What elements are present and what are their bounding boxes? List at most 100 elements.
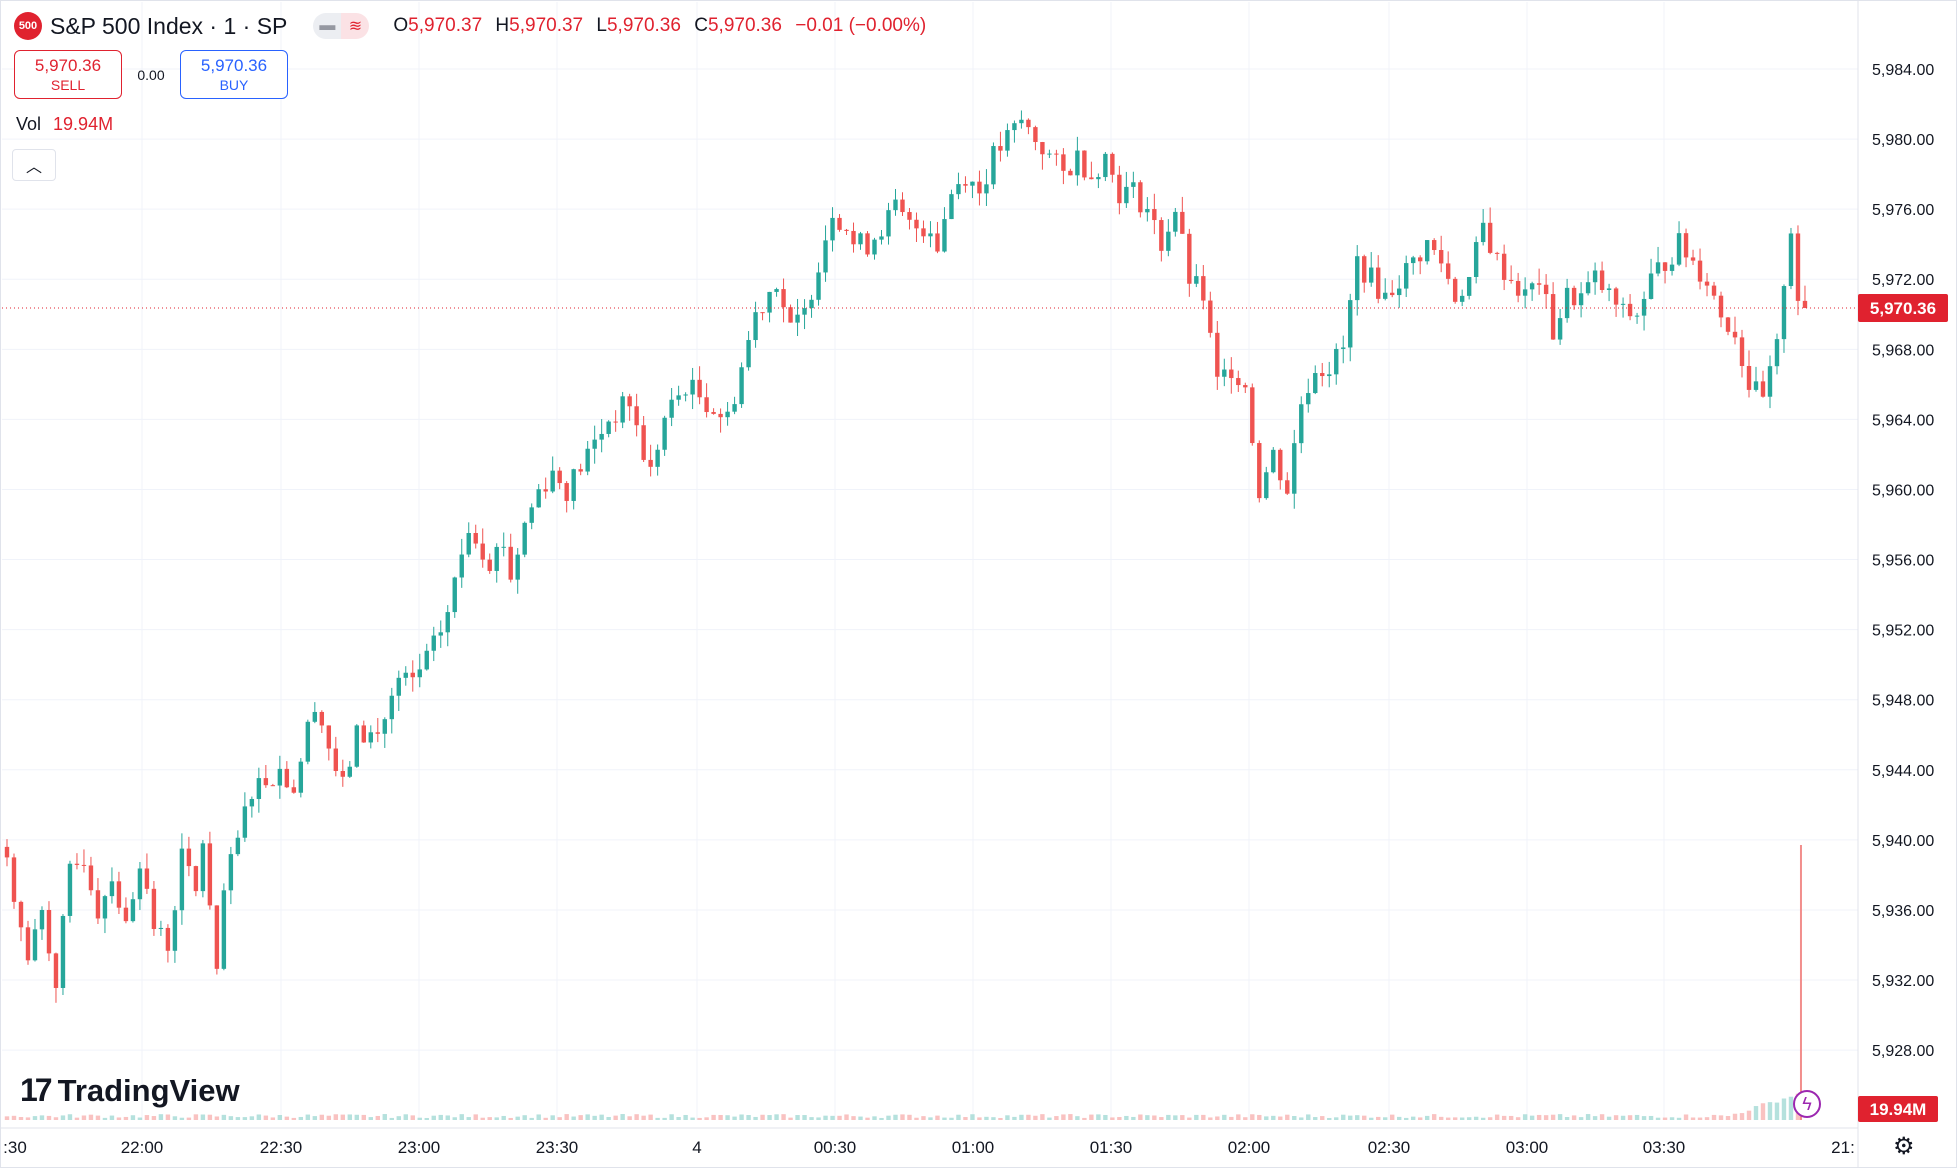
candle-body [319,711,325,726]
candle-body [18,901,24,928]
volume-bar [305,1114,311,1120]
spread-value: 0.00 [137,66,165,83]
volume-bar [1550,1114,1556,1120]
candle-body [1494,252,1500,254]
volume-bar [242,1117,248,1120]
candle-body [305,721,311,762]
volume-bar [144,1115,150,1120]
volume-bar [1110,1117,1115,1120]
volume-bar [970,1114,975,1120]
volume-bar [1089,1114,1094,1120]
candle-body [1369,267,1374,283]
collapse-button[interactable]: ︿ [12,149,56,181]
candle-body [1355,256,1360,301]
candle-body [802,308,807,315]
candle-body [1522,289,1528,296]
volume-bar [732,1116,737,1120]
volume-bar [921,1116,926,1120]
volume-bar [739,1114,744,1120]
volume-bar [1334,1117,1339,1120]
volume-bar [1760,1103,1766,1120]
x-tick-label: 03:30 [1643,1138,1686,1157]
volume-bar [361,1114,366,1120]
volume-bar [606,1116,611,1120]
volume-bar [1515,1117,1521,1120]
y-tick-label: 5,968.00 [1872,342,1934,359]
candle-body [1236,378,1241,386]
y-tick-label: 5,932.00 [1872,973,1934,990]
candle-body [25,927,31,961]
candle-body [536,489,541,508]
volume-bar [1508,1115,1514,1120]
candle-body [417,669,422,678]
chevron-up-icon: ︿ [25,159,42,176]
volume-bar [1243,1117,1248,1120]
candle-body [1802,300,1808,308]
volume-bar [697,1117,702,1120]
candle-body [501,546,506,548]
candle-body [1690,257,1696,261]
volume-bar [767,1115,772,1120]
tradingview-logo[interactable]: 17 TradingView [20,1072,240,1109]
candle-body [1334,348,1339,375]
volume-bar [1271,1115,1276,1120]
volume-bar [1005,1115,1010,1120]
x-tick-label: 00:30 [814,1138,857,1157]
volume-bar [172,1116,178,1120]
volume-bar [1264,1116,1269,1120]
volume-bar [585,1114,590,1120]
candle-body [1592,270,1598,283]
volume-bar [1627,1115,1633,1120]
candle-body [466,533,471,555]
candle-body [1627,303,1633,317]
candle-body [1110,153,1115,175]
sell-label: SELL [50,77,86,93]
lightning-icon[interactable]: ϟ [1793,1090,1821,1118]
symbol-badge[interactable]: 500 [14,12,42,40]
candle-body [179,848,185,911]
candle-body [1536,283,1542,285]
candle-body [4,846,10,858]
candle-body [1641,298,1647,316]
candle-body [312,711,318,722]
volume-bar [333,1114,339,1120]
volume-bar [1697,1117,1703,1120]
buy-button[interactable]: 5,970.36 BUY [180,50,288,99]
volume-bar [1397,1116,1402,1120]
y-tick-label: 5,952.00 [1872,623,1934,640]
candle-body [1208,300,1213,333]
settings-icon[interactable]: ⚙ [1893,1133,1915,1160]
wave-icon[interactable]: ≋ [341,13,370,39]
volume-bar [1299,1117,1304,1120]
volume-bar [221,1114,227,1120]
x-tick-label: 22:30 [260,1138,303,1157]
symbol-title[interactable]: S&P 500 Index · 1 · SP [50,12,288,39]
volume-bar [676,1117,681,1120]
volume-bar [1585,1114,1591,1120]
sell-button[interactable]: 5,970.36 SELL [14,50,122,99]
volume-bar [1096,1114,1101,1120]
minus-icon[interactable]: ▬ [313,13,342,39]
volume-legend[interactable]: Vol 19.94M [16,114,113,135]
volume-bar [1208,1117,1213,1120]
volume-bar [473,1114,478,1120]
volume-bar [1215,1116,1220,1120]
volume-bar [480,1117,485,1120]
volume-bar [67,1114,73,1120]
candle-body [921,228,926,237]
volume-bar [1683,1114,1689,1120]
candle-body [193,866,199,892]
volume-bar [249,1116,255,1120]
volume-bar [438,1114,443,1120]
legend-toggles[interactable]: ▬ ≋ [313,13,370,39]
candle-body [914,219,919,229]
volume-bar [151,1116,157,1120]
volume-bar [1061,1114,1066,1120]
candle-body [1697,260,1703,282]
candle-body [1459,295,1465,302]
candle-body [221,890,227,969]
candle-body [1417,257,1423,262]
candle-body [774,289,779,292]
candle-body [599,433,604,440]
